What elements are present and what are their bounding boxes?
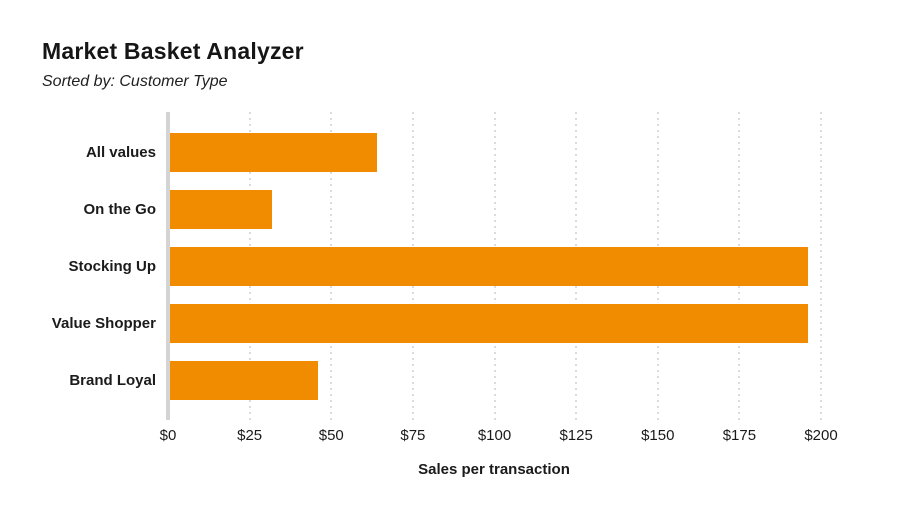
x-tick-label-25: $25 (237, 427, 263, 444)
x-tick-label-0: $0 (159, 427, 177, 444)
chart-title: Market Basket Analyzer (42, 38, 304, 64)
x-axis-title: Sales per transaction (418, 461, 570, 478)
x-tick-label-100: $100 (477, 427, 512, 444)
chart-subtitle: Sorted by: Customer Type (42, 73, 228, 90)
x-tick-label-150: $150 (641, 427, 675, 444)
category-label-stocking-up: Stocking Up (68, 257, 156, 275)
bar-stocking-up[interactable] (170, 247, 808, 286)
x-tick-label-50: $50 (318, 427, 344, 444)
category-label-on-the-go: On the Go (83, 200, 157, 218)
y-axis-line (166, 112, 170, 420)
x-tick-label-125: $125 (559, 427, 593, 444)
bar-brand-loyal[interactable] (170, 361, 318, 400)
category-label-value-shopper: Value Shopper (51, 314, 156, 332)
bar-value-shopper[interactable] (170, 304, 808, 343)
category-label-all-values: All values (85, 143, 156, 161)
bar-on-the-go[interactable] (170, 190, 272, 229)
category-label-brand-loyal: Brand Loyal (69, 371, 156, 389)
x-tick-label-75: $75 (400, 427, 426, 444)
x-tick-label-200: $200 (804, 427, 838, 444)
bar-all-values[interactable] (170, 133, 377, 172)
x-tick-label-175: $175 (722, 427, 757, 444)
gridline-200 (820, 112, 822, 420)
